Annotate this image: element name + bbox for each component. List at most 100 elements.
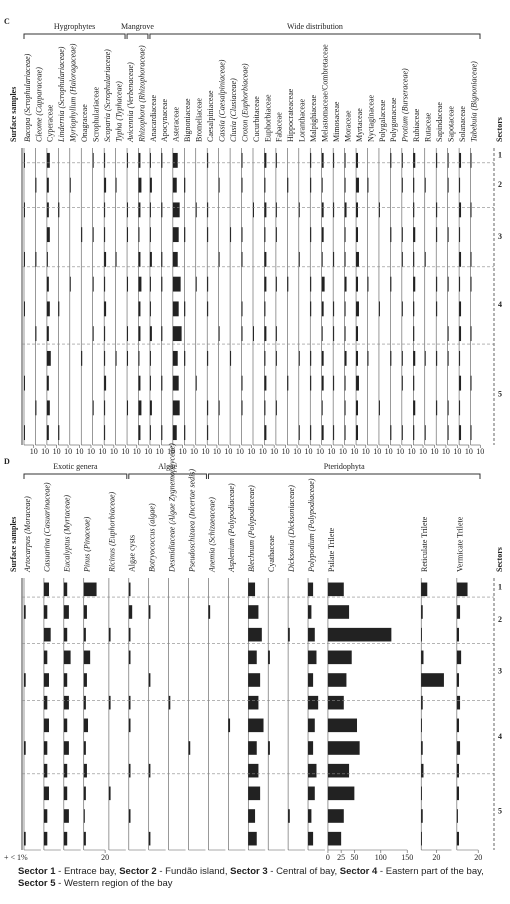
bar bbox=[207, 276, 209, 292]
bar bbox=[327, 627, 392, 642]
bar bbox=[208, 605, 211, 619]
bar bbox=[207, 400, 209, 416]
bar bbox=[127, 326, 129, 342]
bar bbox=[184, 301, 186, 317]
panel-label: D bbox=[4, 457, 10, 466]
bar bbox=[172, 400, 180, 416]
taxon-label: Cyathaceae bbox=[267, 535, 276, 572]
taxon-label: Cyperaceae bbox=[46, 104, 55, 142]
bar bbox=[344, 202, 347, 218]
bar bbox=[43, 695, 48, 710]
bar bbox=[333, 326, 335, 342]
bar bbox=[188, 741, 191, 755]
tick-label: 10 bbox=[453, 447, 461, 456]
bar bbox=[207, 152, 209, 168]
caption: Sector 1 - Entrace bay, Sector 2 - Fundã… bbox=[18, 866, 498, 890]
bar bbox=[128, 809, 131, 823]
bar bbox=[43, 650, 48, 665]
bar bbox=[356, 202, 358, 218]
bar bbox=[248, 786, 261, 801]
bar bbox=[308, 786, 315, 801]
bar bbox=[401, 425, 403, 441]
bar bbox=[92, 400, 94, 416]
taxon-label: Loranthaceae bbox=[298, 98, 307, 142]
taxon-label: Anemia (Schizaeaceae) bbox=[207, 497, 216, 573]
tick-label: 10 bbox=[442, 447, 450, 456]
taxon-label: Melastomaceae/Combretaceae bbox=[321, 44, 330, 142]
bar bbox=[310, 375, 312, 391]
bar bbox=[253, 326, 254, 342]
group-label: Algae bbox=[158, 462, 178, 471]
taxon-label: Solanaceae bbox=[458, 106, 467, 142]
bar bbox=[24, 831, 26, 846]
bar bbox=[63, 786, 68, 801]
bar bbox=[149, 177, 152, 193]
tick-label: 10 bbox=[179, 447, 187, 456]
bar bbox=[321, 152, 324, 168]
bar bbox=[421, 695, 423, 710]
bar bbox=[308, 582, 314, 597]
group-bracket bbox=[23, 33, 126, 39]
bar bbox=[24, 741, 26, 755]
bar bbox=[108, 786, 111, 801]
bar bbox=[138, 425, 141, 441]
taxon-label: Cassia (Caesalpiniaceae) bbox=[217, 59, 226, 142]
bar bbox=[241, 227, 243, 243]
bar bbox=[83, 718, 89, 733]
bar bbox=[218, 177, 220, 193]
bar bbox=[421, 650, 424, 665]
tick-label: 20 bbox=[101, 853, 109, 862]
bar bbox=[424, 425, 426, 441]
bar bbox=[83, 673, 87, 687]
tick-label: 10 bbox=[76, 447, 84, 456]
bar bbox=[356, 326, 358, 342]
tick-label: 10 bbox=[408, 447, 416, 456]
taxon-label: Apocynaceae bbox=[160, 98, 169, 142]
bar bbox=[333, 425, 335, 441]
bar bbox=[459, 301, 462, 317]
bar bbox=[456, 650, 462, 665]
bar bbox=[308, 605, 312, 619]
bar bbox=[149, 227, 151, 243]
bar bbox=[138, 152, 141, 168]
bar bbox=[63, 741, 69, 755]
bar bbox=[104, 301, 107, 317]
bar bbox=[424, 350, 426, 366]
bar bbox=[436, 152, 438, 168]
taxon-label: Asteraceae bbox=[172, 106, 181, 142]
bar bbox=[344, 152, 346, 168]
bar bbox=[168, 695, 171, 710]
bar bbox=[172, 152, 178, 168]
taxon-label: Vermicate Trilete bbox=[456, 516, 465, 572]
bar bbox=[241, 400, 243, 416]
bar bbox=[83, 831, 86, 846]
bar bbox=[275, 276, 277, 292]
tick-label: 10 bbox=[41, 447, 49, 456]
taxon-label: Rhizophora (Rhizophoraceae) bbox=[137, 45, 146, 143]
bar bbox=[58, 202, 60, 218]
bar bbox=[459, 177, 461, 193]
bar bbox=[92, 227, 94, 243]
bar bbox=[470, 276, 472, 292]
bar bbox=[321, 227, 324, 243]
bar bbox=[298, 350, 300, 366]
bar bbox=[218, 400, 220, 416]
sector-label: 4 bbox=[498, 300, 502, 309]
taxon-label: Myriophyllum (Haloragaceae) bbox=[69, 43, 78, 143]
bar bbox=[390, 350, 392, 366]
bar bbox=[264, 227, 266, 243]
tick-label: 10 bbox=[201, 447, 209, 456]
bar bbox=[470, 425, 472, 441]
bar bbox=[456, 763, 459, 778]
bar bbox=[184, 425, 186, 441]
bar bbox=[264, 400, 266, 416]
taxon-label: Cleome (Capparaceae) bbox=[34, 67, 43, 142]
bar bbox=[172, 276, 181, 292]
taxon-label: Casuarina (Casuarinaceae) bbox=[43, 482, 52, 572]
tick-label: 10 bbox=[213, 447, 221, 456]
bar bbox=[421, 786, 422, 801]
sector-label: 5 bbox=[498, 807, 502, 816]
taxon-label: Psilate Trilete bbox=[327, 527, 336, 572]
tick-label: 10 bbox=[465, 447, 473, 456]
taxon-label: Eucalyptus (Myrtaceae) bbox=[63, 495, 72, 573]
